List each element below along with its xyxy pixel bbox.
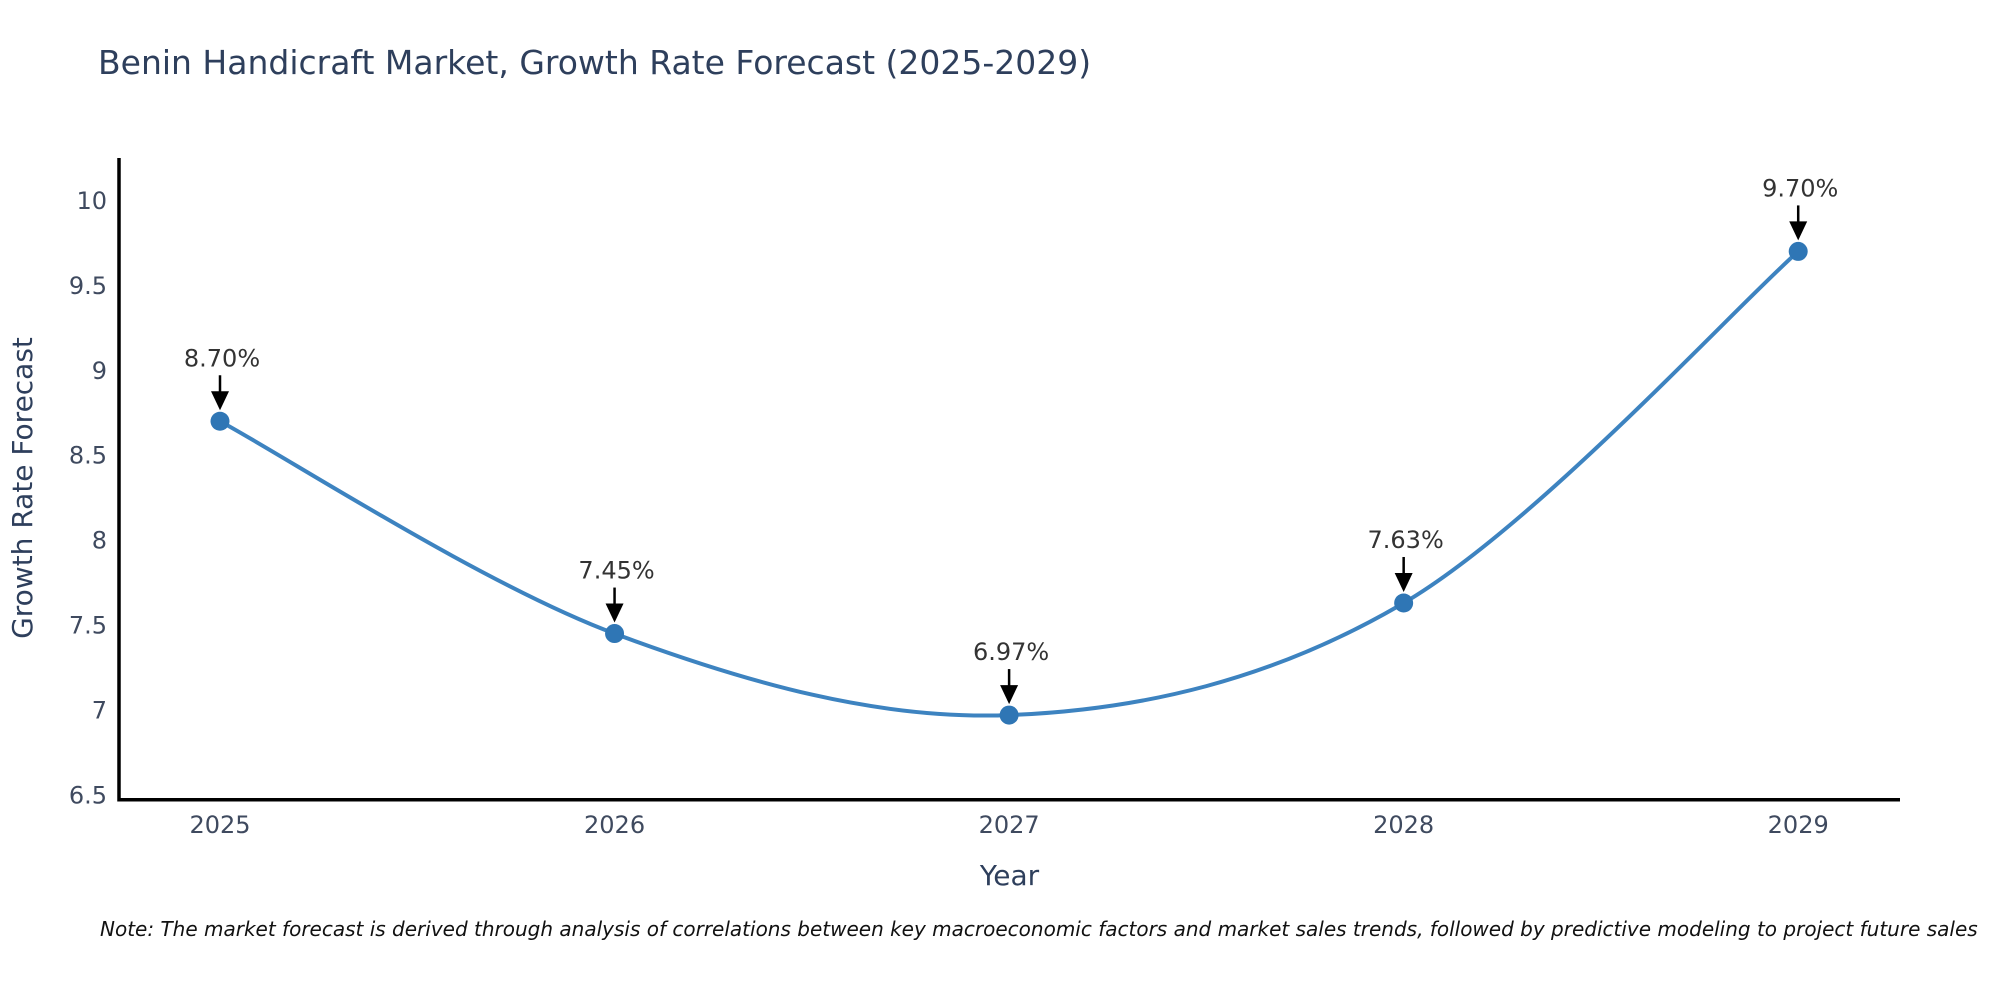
chart-title: Benin Handicraft Market, Growth Rate For… bbox=[98, 43, 1092, 82]
x-tick-label: 2028 bbox=[1373, 811, 1434, 839]
y-tick-label: 8 bbox=[92, 527, 107, 555]
x-tick-label: 2025 bbox=[189, 811, 250, 839]
annotation-arrowhead-icon bbox=[1000, 685, 1019, 705]
x-tick-label: 2029 bbox=[1768, 811, 1829, 839]
y-tick-label: 7.5 bbox=[69, 612, 107, 640]
y-tick-label: 6.5 bbox=[69, 781, 107, 809]
data-point-label: 7.63% bbox=[1368, 526, 1444, 554]
y-tick-label: 9 bbox=[92, 357, 107, 385]
y-tick-label: 9.5 bbox=[69, 272, 107, 300]
data-point[interactable] bbox=[999, 705, 1019, 725]
y-tick-label: 7 bbox=[92, 696, 107, 724]
y-axis-title: Growth Rate Forecast bbox=[6, 337, 39, 639]
data-point-label: 6.97% bbox=[973, 638, 1049, 666]
data-point[interactable] bbox=[605, 624, 625, 644]
axis-lines bbox=[117, 158, 1900, 802]
y-tick-label: 10 bbox=[76, 187, 107, 215]
y-tick-label: 8.5 bbox=[69, 442, 107, 470]
annotation-arrowhead-icon bbox=[605, 603, 624, 623]
data-point-label: 7.45% bbox=[578, 557, 654, 585]
annotation-arrowhead-icon bbox=[1789, 221, 1808, 241]
x-tick-label: 2027 bbox=[979, 811, 1040, 839]
annotation-arrowhead-icon bbox=[211, 391, 230, 411]
annotation-arrowhead-icon bbox=[1394, 572, 1413, 592]
footnote: Note: The market forecast is derived thr… bbox=[100, 917, 1978, 941]
x-axis-title: Year bbox=[979, 859, 1040, 892]
footnote-container: Note: The market forecast is derived thr… bbox=[100, 917, 2000, 941]
data-point[interactable] bbox=[210, 411, 230, 431]
data-point[interactable] bbox=[1788, 241, 1808, 261]
data-point-label: 9.70% bbox=[1762, 174, 1838, 202]
data-point[interactable] bbox=[1394, 593, 1414, 613]
data-point-label: 8.70% bbox=[184, 344, 260, 372]
x-tick-label: 2026 bbox=[584, 811, 645, 839]
